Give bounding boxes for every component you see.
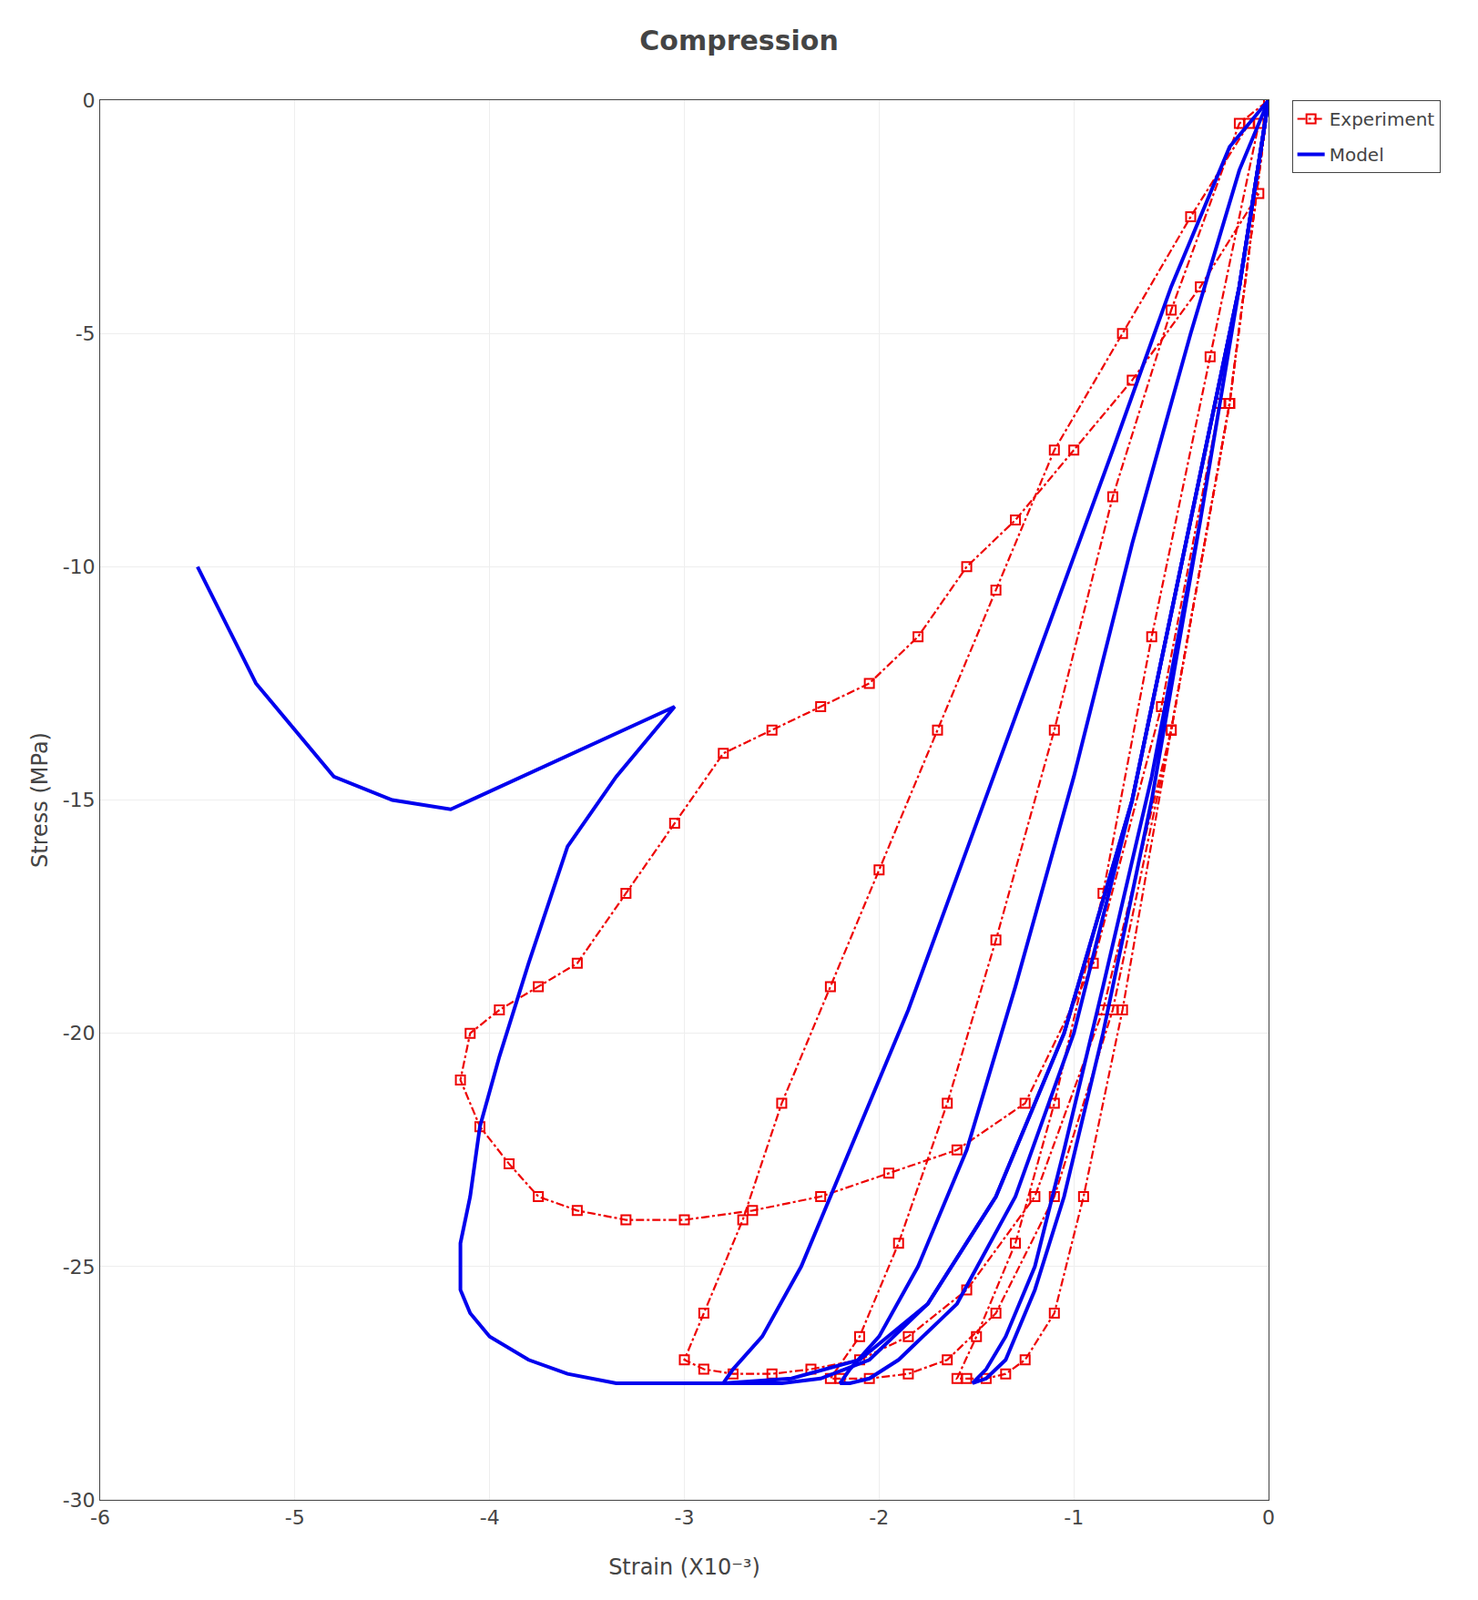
svg-text:Strain (X10⁻³): Strain (X10⁻³) (608, 1554, 761, 1580)
svg-text:Model: Model (1329, 143, 1385, 166)
svg-text:0: 0 (1262, 1506, 1275, 1529)
svg-text:-20: -20 (62, 1021, 96, 1045)
svg-text:-6: -6 (90, 1506, 111, 1529)
svg-text:-30: -30 (62, 1488, 96, 1512)
svg-text:0: 0 (82, 89, 96, 113)
svg-text:-1: -1 (1063, 1506, 1084, 1529)
svg-text:-5: -5 (75, 322, 96, 346)
svg-text:Experiment: Experiment (1329, 108, 1436, 131)
svg-text:-10: -10 (62, 555, 96, 579)
svg-text:Stress (MPa): Stress (MPa) (27, 732, 53, 868)
svg-text:Compression: Compression (639, 24, 838, 57)
svg-text:-3: -3 (674, 1506, 695, 1529)
svg-text:-2: -2 (868, 1506, 889, 1529)
svg-text:-4: -4 (479, 1506, 500, 1529)
svg-text:-15: -15 (62, 788, 96, 812)
svg-text:-25: -25 (62, 1255, 96, 1279)
svg-text:-5: -5 (285, 1506, 306, 1529)
